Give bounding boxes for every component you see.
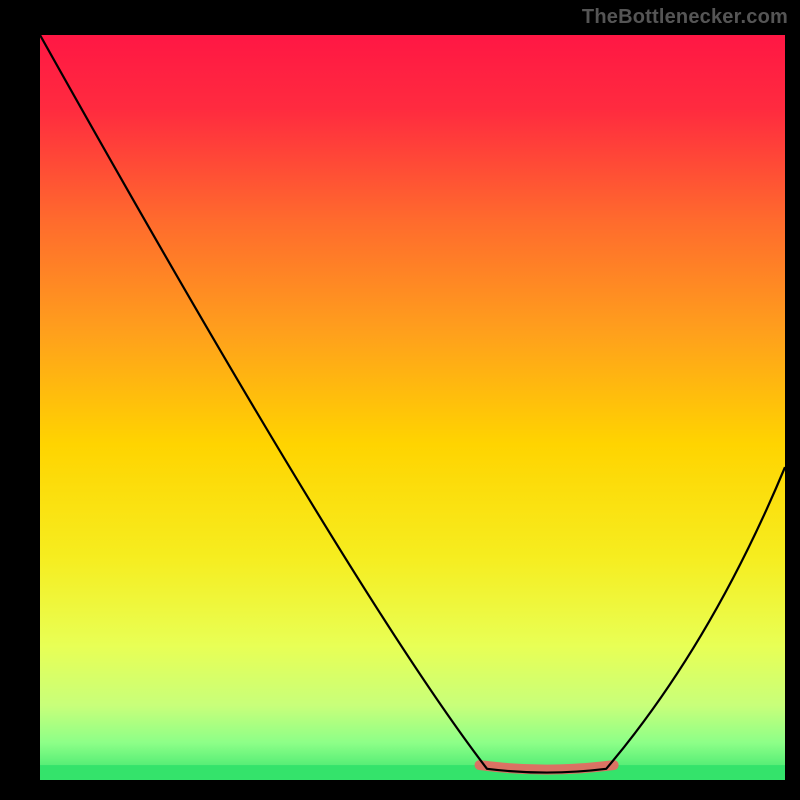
chart-frame: TheBottlenecker.com	[0, 0, 800, 800]
optimal-band	[40, 765, 785, 780]
watermark-text: TheBottlenecker.com	[582, 6, 788, 29]
valley-highlight	[480, 765, 614, 769]
bottleneck-curve-plot	[40, 35, 785, 780]
plot-background	[40, 35, 785, 780]
